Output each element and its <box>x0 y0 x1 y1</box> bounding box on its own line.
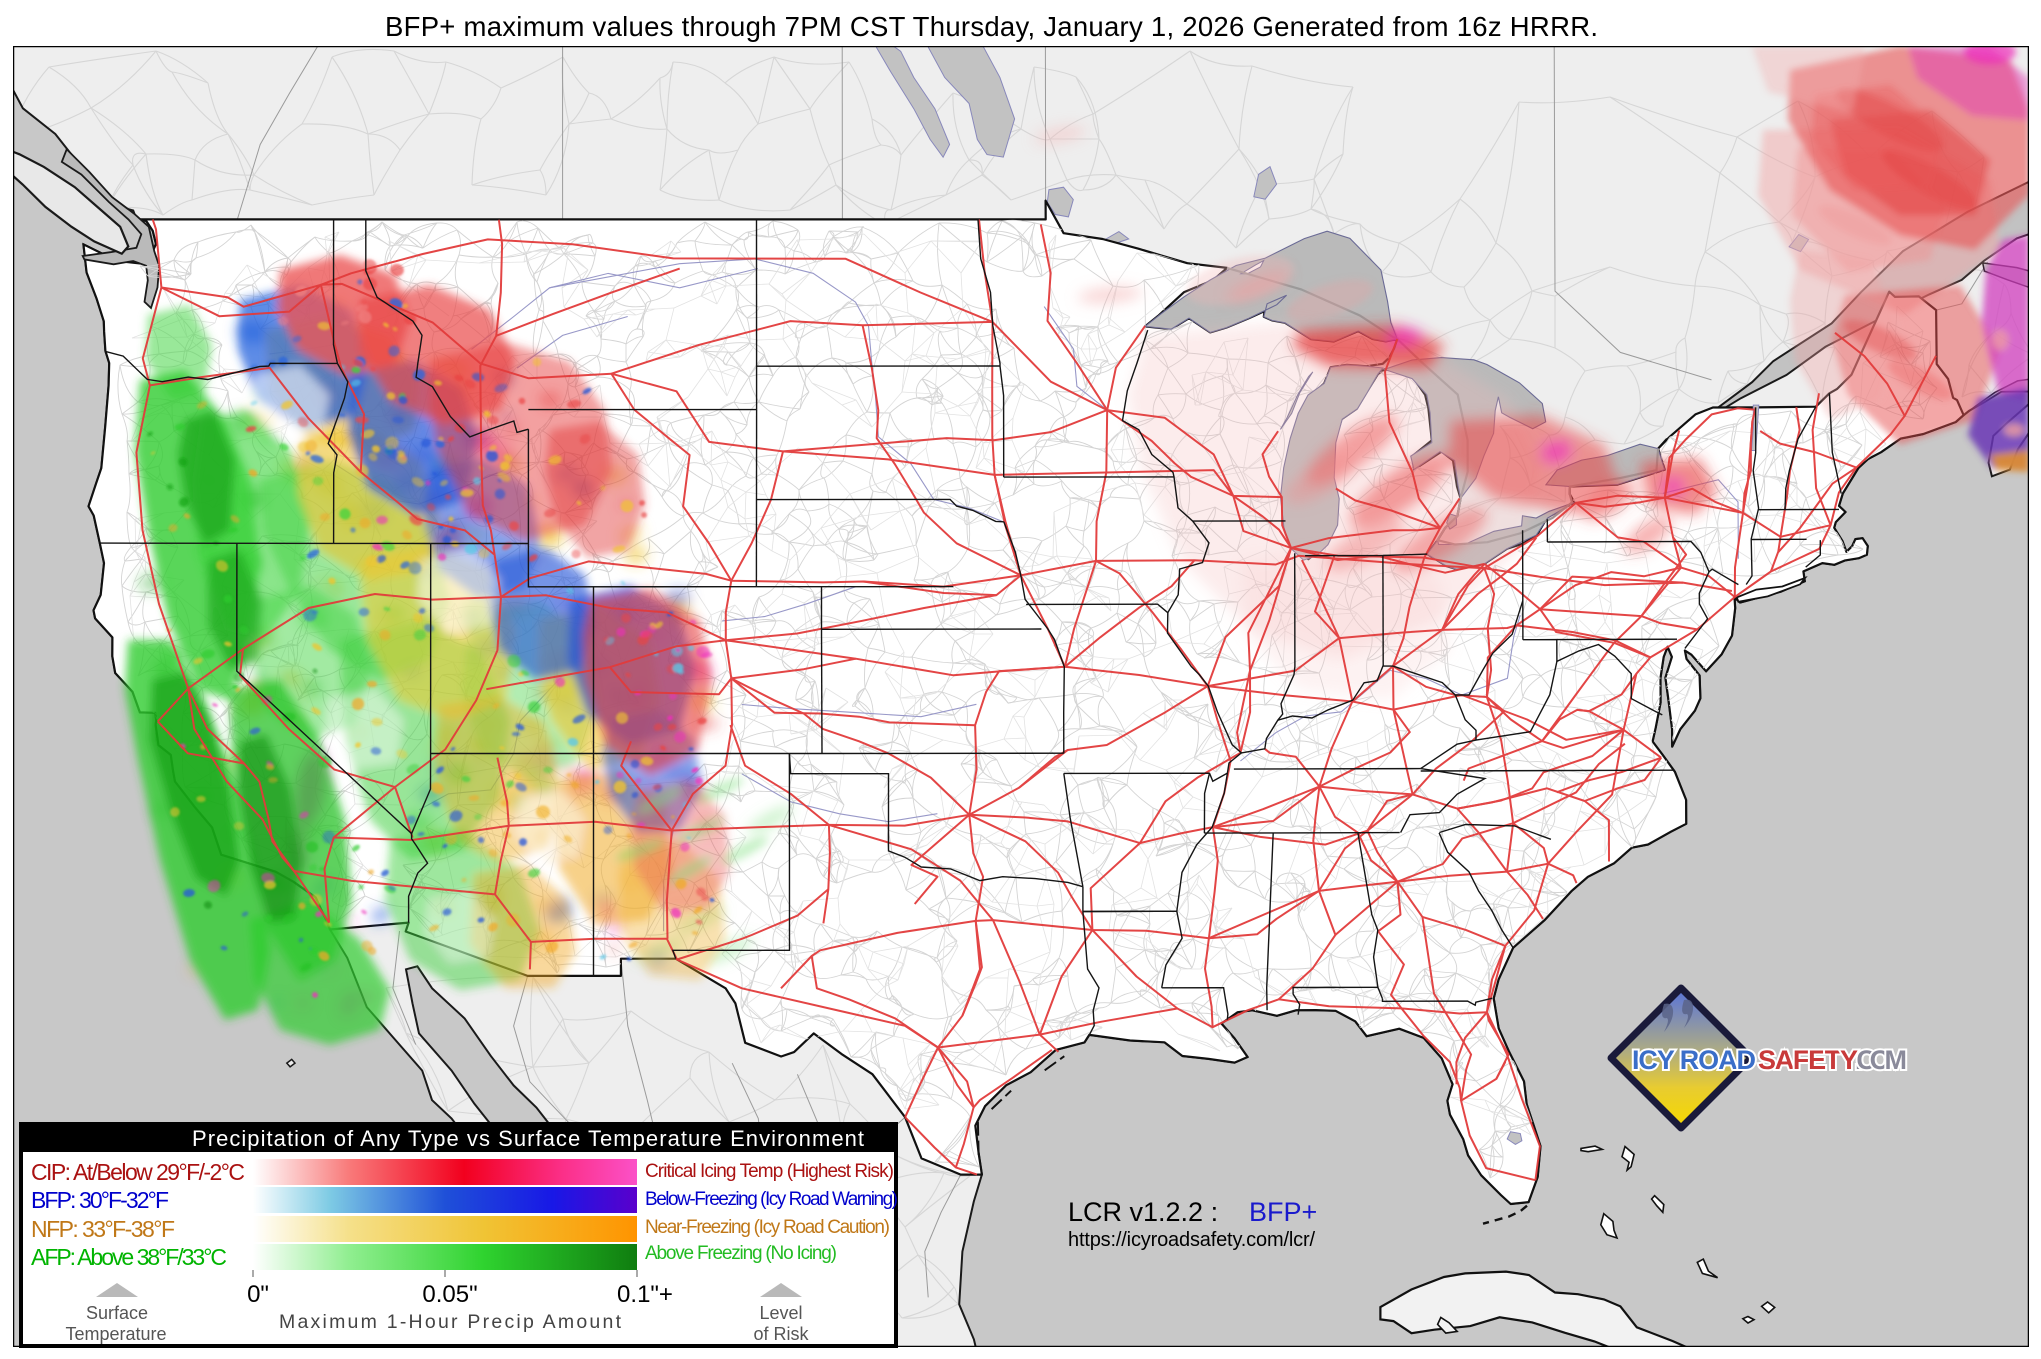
svg-text:Above Freezing (No Icing): Above Freezing (No Icing) <box>645 1243 837 1264</box>
svg-text:of Risk: of Risk <box>753 1324 809 1344</box>
svg-text:BFP: 30°F-32°F: BFP: 30°F-32°F <box>31 1187 169 1213</box>
svg-text:0.05": 0.05" <box>422 1281 477 1308</box>
svg-text:ICY ROAD: ICY ROAD <box>1632 1045 1756 1075</box>
svg-text:NFP: 33°F-38°F: NFP: 33°F-38°F <box>31 1216 175 1242</box>
svg-text:Temperature: Temperature <box>65 1324 166 1344</box>
svg-text:https://icyroadsafety.com/lcr/: https://icyroadsafety.com/lcr/ <box>1068 1229 1315 1251</box>
svg-text:.COM: .COM <box>1855 1045 1907 1075</box>
svg-text:Near-Freezing (Icy Road Cautio: Near-Freezing (Icy Road Caution) <box>645 1217 890 1238</box>
svg-text:Maximum 1-Hour Precip Amount: Maximum 1-Hour Precip Amount <box>279 1311 622 1333</box>
svg-text:Below-Freezing (Icy Road Warni: Below-Freezing (Icy Road Warning) <box>645 1189 898 1210</box>
svg-text:Critical Icing Temp (Highest R: Critical Icing Temp (Highest Risk) <box>645 1161 894 1182</box>
svg-text:AFP: Above 38°F/33°C: AFP: Above 38°F/33°C <box>31 1244 227 1270</box>
svg-text:SAFETY: SAFETY <box>1758 1045 1858 1075</box>
svg-text:Precipitation of Any Type vs S: Precipitation of Any Type vs Surface Tem… <box>192 1126 864 1151</box>
svg-text:BFP+ maximum values through 7P: BFP+ maximum values through 7PM CST Thur… <box>385 11 1598 42</box>
svg-text:Level: Level <box>759 1303 802 1323</box>
svg-text:0.1"+: 0.1"+ <box>617 1281 673 1308</box>
svg-text:CIP: At/Below 29°F/-2°C: CIP: At/Below 29°F/-2°C <box>31 1159 245 1185</box>
svg-text:Surface: Surface <box>86 1303 148 1323</box>
svg-text:0": 0" <box>247 1281 269 1308</box>
svg-text:LCR v1.2.2 :BFP+: LCR v1.2.2 : BFP+ <box>1068 1197 1317 1227</box>
